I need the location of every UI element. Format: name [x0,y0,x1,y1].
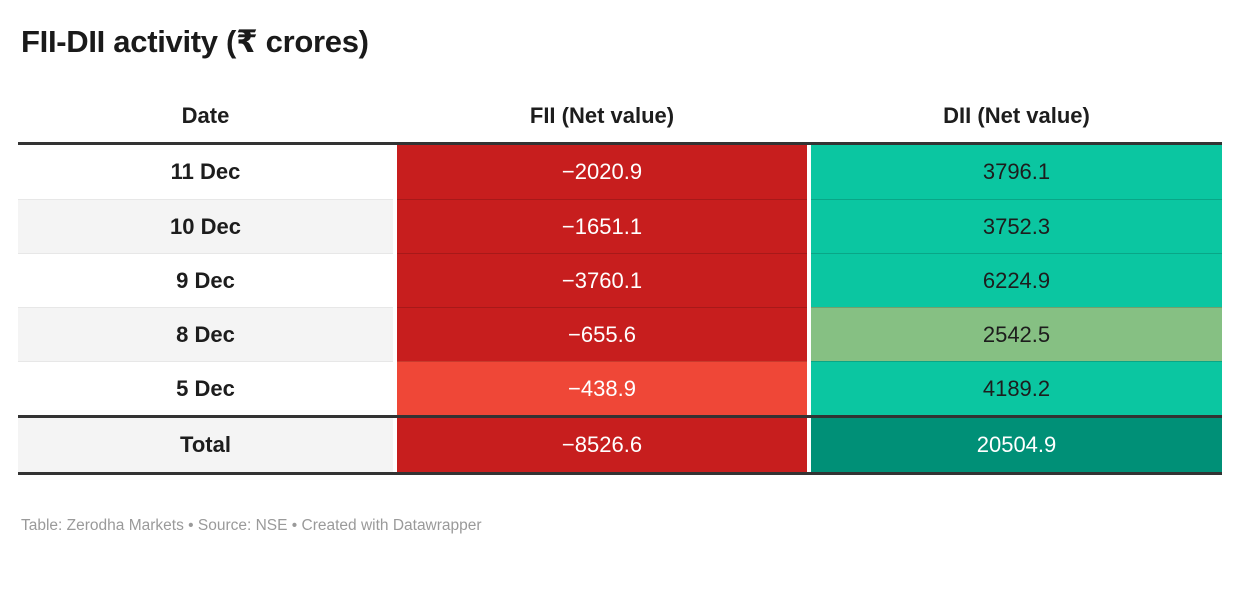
table-header-row: Date FII (Net value) DII (Net value) [18,90,1222,142]
date-cell: 11 Dec [18,145,393,199]
total-row: Total −8526.6 20504.9 [18,418,1222,472]
dii-value-cell: 6224.9 [811,253,1222,307]
date-cell: 5 Dec [18,361,393,415]
page-title: FII-DII activity (₹ crores) [21,24,369,59]
footer-credit: Table: Zerodha Markets • Source: NSE • C… [21,517,482,534]
total-dii-cell: 20504.9 [811,418,1222,472]
dii-value-cell: 2542.5 [811,307,1222,361]
table-row: 5 Dec −438.9 4189.2 [18,361,1222,415]
bottom-rule [18,472,1222,475]
dii-value-cell: 4189.2 [811,361,1222,415]
fii-value-cell: −2020.9 [397,145,807,199]
total-label-cell: Total [18,418,393,472]
fii-value-cell: −655.6 [397,307,807,361]
fii-value-cell: −1651.1 [397,199,807,253]
date-cell: 9 Dec [18,253,393,307]
fii-dii-table: Date FII (Net value) DII (Net value) 11 … [18,90,1222,475]
total-fii-cell: −8526.6 [397,418,807,472]
dii-value-cell: 3796.1 [811,145,1222,199]
fii-value-cell: −3760.1 [397,253,807,307]
table-row: 11 Dec −2020.9 3796.1 [18,145,1222,199]
date-cell: 10 Dec [18,199,393,253]
table-row: 8 Dec −655.6 2542.5 [18,307,1222,361]
column-header-date: Date [181,103,230,128]
table-row: 10 Dec −1651.1 3752.3 [18,199,1222,253]
table-row: 9 Dec −3760.1 6224.9 [18,253,1222,307]
date-cell: 8 Dec [18,307,393,361]
column-header-dii: DII (Net value) [943,103,1090,128]
column-header-fii: FII (Net value) [529,103,675,128]
dii-value-cell: 3752.3 [811,199,1222,253]
total-top-rule [18,415,1222,418]
fii-value-cell: −438.9 [397,361,807,415]
header-rule [18,142,1222,145]
